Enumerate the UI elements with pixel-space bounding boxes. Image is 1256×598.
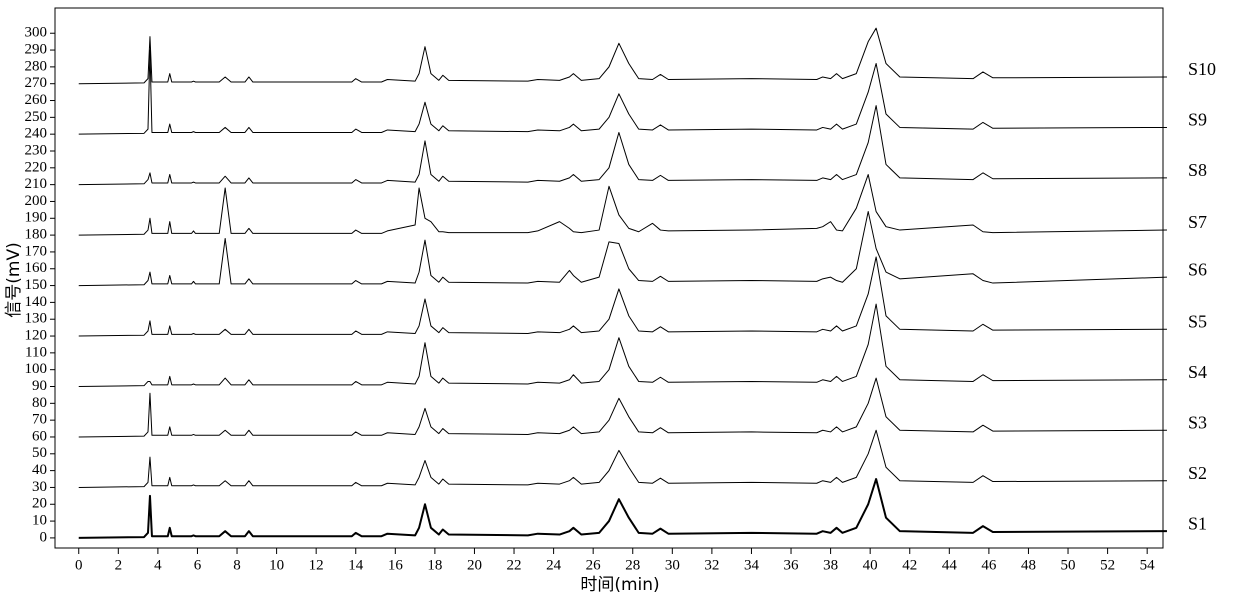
x-tick-label: 22 — [507, 557, 522, 573]
y-tick-label: 150 — [25, 277, 48, 293]
y-tick-label: 260 — [25, 92, 48, 108]
y-tick-label: 120 — [25, 327, 48, 343]
x-tick-label: 14 — [348, 557, 364, 573]
y-tick-label: 40 — [32, 462, 47, 478]
x-tick-label: 6 — [194, 557, 202, 573]
x-tick-label: 48 — [1021, 557, 1036, 573]
x-tick-label: 52 — [1100, 557, 1115, 573]
series-line — [78, 174, 1167, 236]
series-label: S2 — [1188, 463, 1207, 483]
x-tick-label: 46 — [981, 557, 997, 573]
y-axis-title: 信号(mV) — [4, 242, 24, 317]
x-tick-label: 24 — [546, 557, 562, 573]
x-tick-label: 42 — [902, 557, 917, 573]
x-tick-label: 40 — [863, 557, 878, 573]
y-tick-label: 70 — [32, 412, 47, 428]
y-tick-label: 200 — [25, 193, 48, 209]
series-line — [78, 27, 1167, 85]
x-tick-label: 8 — [233, 557, 241, 573]
y-tick-label: 30 — [32, 479, 47, 495]
y-tick-label: 210 — [25, 176, 48, 192]
x-tick-label: 44 — [942, 557, 958, 573]
series-line — [78, 49, 1167, 135]
x-tick-label: 2 — [115, 557, 123, 573]
y-tick-label: 230 — [25, 142, 48, 158]
series-label: S9 — [1188, 110, 1207, 130]
y-tick-label: 80 — [32, 395, 47, 411]
y-tick-label: 160 — [25, 260, 48, 276]
y-tick-label: 280 — [25, 58, 48, 74]
series-label: S8 — [1188, 160, 1207, 180]
y-tick-label: 300 — [25, 25, 48, 41]
x-tick-label: 18 — [427, 557, 442, 573]
series-line — [78, 429, 1167, 488]
x-tick-label: 20 — [467, 557, 482, 573]
y-tick-label: 50 — [32, 445, 47, 461]
x-tick-label: 28 — [625, 557, 640, 573]
series-label: S1 — [1188, 513, 1207, 533]
x-tick-label: 36 — [784, 557, 800, 573]
plot-frame — [54, 7, 1164, 549]
x-tick-label: 50 — [1061, 557, 1076, 573]
series-label: S6 — [1188, 259, 1207, 279]
y-tick-label: 190 — [25, 210, 48, 226]
y-tick-label: 220 — [25, 159, 48, 175]
y-tick-label: 140 — [25, 294, 48, 310]
x-tick-label: 0 — [75, 557, 83, 573]
x-tick-label: 54 — [1140, 557, 1156, 573]
series-line — [78, 478, 1167, 539]
y-tick-label: 250 — [25, 109, 48, 125]
y-tick-label: 110 — [25, 344, 47, 360]
y-tick-label: 290 — [25, 41, 48, 57]
y-tick-label: 170 — [25, 243, 48, 259]
series-label: S4 — [1188, 362, 1207, 382]
y-tick-label: 240 — [25, 126, 48, 142]
x-tick-label: 30 — [665, 557, 680, 573]
x-axis-title: 时间(min) — [580, 575, 659, 595]
y-tick-label: 10 — [32, 513, 47, 529]
series-line — [78, 211, 1167, 287]
y-tick-label: 180 — [25, 227, 48, 243]
y-tick-label: 100 — [25, 361, 48, 377]
series-label: S5 — [1188, 311, 1207, 331]
x-tick-label: 4 — [154, 557, 162, 573]
series-label: S10 — [1188, 59, 1216, 79]
x-tick-label: 10 — [269, 557, 284, 573]
series-line — [78, 377, 1167, 438]
y-tick-label: 60 — [32, 428, 47, 444]
y-tick-label: 0 — [40, 529, 48, 545]
series-label: S3 — [1188, 412, 1207, 432]
y-tick-label: 270 — [25, 75, 48, 91]
series-line — [78, 303, 1167, 387]
y-tick-label: 20 — [32, 496, 47, 512]
x-tick-label: 32 — [704, 557, 719, 573]
x-tick-label: 34 — [744, 557, 760, 573]
series-line — [78, 105, 1167, 186]
x-tick-label: 12 — [309, 557, 324, 573]
y-tick-label: 90 — [32, 378, 47, 394]
series-line — [78, 256, 1167, 337]
x-tick-label: 26 — [586, 557, 602, 573]
x-tick-label: 38 — [823, 557, 838, 573]
y-tick-label: 130 — [25, 311, 48, 327]
x-tick-label: 16 — [388, 557, 404, 573]
series-label: S7 — [1188, 212, 1207, 232]
